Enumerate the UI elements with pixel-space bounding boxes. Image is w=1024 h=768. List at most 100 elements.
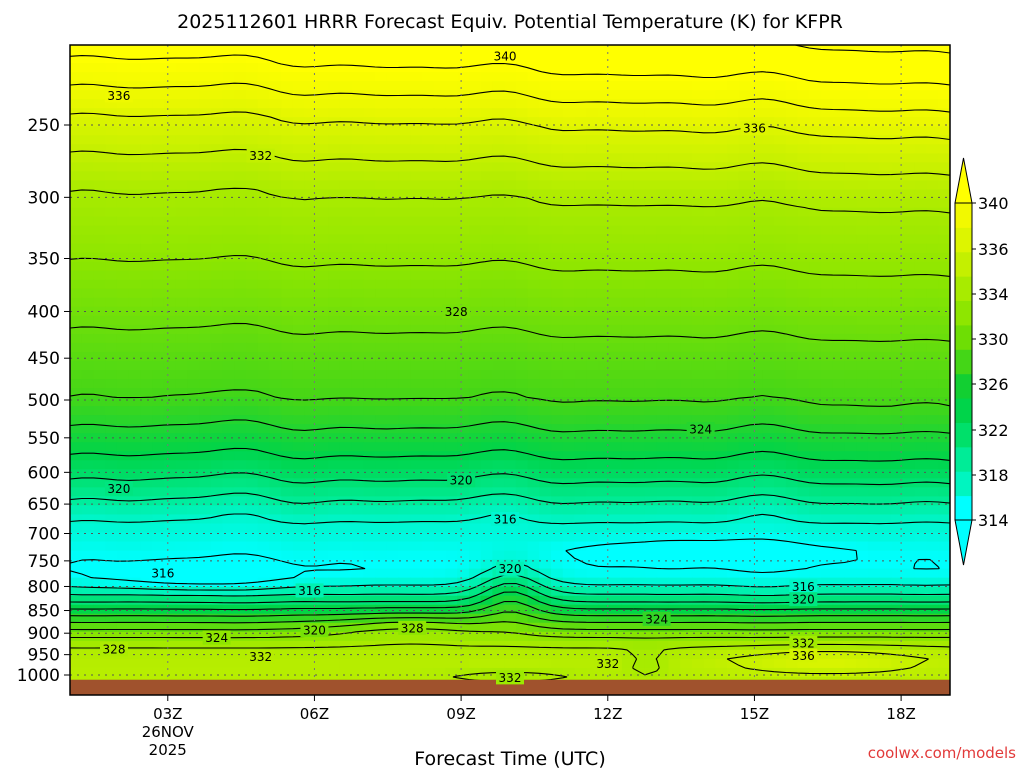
field-cell bbox=[691, 559, 705, 570]
field-cell bbox=[246, 640, 259, 651]
field-cell bbox=[879, 604, 892, 615]
field-cell bbox=[562, 487, 576, 497]
field-cell bbox=[938, 279, 950, 290]
field-cell bbox=[820, 81, 834, 91]
field-cell bbox=[844, 433, 857, 443]
field-cell bbox=[820, 604, 834, 615]
field-cell bbox=[926, 171, 939, 182]
field-cell bbox=[539, 288, 552, 299]
field-cell bbox=[152, 144, 165, 154]
field-cell bbox=[292, 496, 306, 507]
field-cell bbox=[515, 388, 529, 398]
field-cell bbox=[398, 631, 411, 642]
field-cell bbox=[820, 315, 834, 326]
field-cell bbox=[269, 559, 282, 570]
field-cell bbox=[891, 63, 904, 73]
field-cell bbox=[222, 613, 235, 624]
field-cell bbox=[152, 595, 165, 606]
field-cell bbox=[81, 234, 95, 245]
field-cell bbox=[292, 99, 306, 109]
field-cell bbox=[152, 189, 165, 200]
field-cell bbox=[691, 63, 705, 73]
field-cell bbox=[105, 568, 118, 579]
field-cell bbox=[820, 577, 834, 588]
field-cell bbox=[422, 622, 435, 633]
field-cell bbox=[891, 108, 904, 118]
field-cell bbox=[785, 189, 799, 200]
field-cell bbox=[515, 153, 529, 163]
field-cell bbox=[375, 189, 388, 200]
field-cell bbox=[738, 595, 752, 606]
field-cell bbox=[199, 360, 212, 371]
field-cell bbox=[422, 586, 435, 597]
field-cell bbox=[292, 541, 306, 552]
field-cell bbox=[703, 189, 716, 200]
field-cell bbox=[867, 81, 881, 91]
field-cell bbox=[598, 234, 611, 245]
field-cell bbox=[199, 315, 212, 326]
field-cell bbox=[234, 505, 247, 516]
field-cell bbox=[433, 568, 447, 579]
field-cell bbox=[351, 288, 364, 299]
field-cell bbox=[281, 180, 294, 191]
field-cell bbox=[70, 379, 83, 389]
field-cell bbox=[398, 306, 411, 317]
field-cell bbox=[328, 478, 341, 488]
field-cell bbox=[398, 523, 411, 534]
field-cell bbox=[938, 126, 950, 136]
field-cell bbox=[551, 550, 564, 561]
field-cell bbox=[199, 216, 212, 227]
field-cell bbox=[410, 315, 423, 326]
field-cell bbox=[703, 297, 716, 308]
field-cell bbox=[140, 90, 153, 100]
field-cell bbox=[70, 324, 83, 335]
field-cell bbox=[152, 135, 165, 145]
field-cell bbox=[879, 622, 892, 633]
field-cell bbox=[727, 99, 740, 109]
field-cell bbox=[386, 117, 400, 127]
field-cell bbox=[257, 90, 271, 100]
field-cell bbox=[750, 252, 763, 263]
field-cell bbox=[70, 216, 83, 227]
field-cell bbox=[304, 640, 317, 651]
field-cell bbox=[504, 225, 517, 236]
field-cell bbox=[70, 270, 83, 281]
field-cell bbox=[774, 433, 787, 443]
chart-title: 2025112601 HRRR Forecast Equiv. Potentia… bbox=[177, 11, 843, 33]
field-cell bbox=[738, 568, 752, 579]
field-cell bbox=[269, 135, 282, 145]
field-cell bbox=[128, 180, 141, 191]
field-cell bbox=[480, 442, 493, 452]
field-cell bbox=[668, 216, 681, 227]
field-cell bbox=[398, 388, 411, 398]
field-cell bbox=[304, 297, 317, 308]
field-cell bbox=[609, 451, 623, 461]
field-cell bbox=[703, 288, 716, 299]
field-cell bbox=[257, 81, 271, 91]
field-cell bbox=[398, 604, 411, 615]
field-cell bbox=[574, 81, 587, 91]
field-cell bbox=[574, 207, 587, 218]
field-cell bbox=[257, 415, 271, 425]
field-cell bbox=[504, 523, 517, 534]
field-cell bbox=[234, 54, 247, 64]
field-cell bbox=[492, 631, 505, 642]
field-cell bbox=[234, 243, 247, 254]
field-cell bbox=[457, 360, 470, 371]
field-cell bbox=[175, 351, 188, 362]
field-cell bbox=[128, 532, 141, 543]
field-cell bbox=[832, 379, 845, 389]
field-cell bbox=[609, 496, 623, 507]
field-cell bbox=[128, 63, 141, 73]
field-cell bbox=[703, 99, 716, 109]
field-cell bbox=[422, 234, 435, 245]
field-cell bbox=[422, 261, 435, 272]
field-cell bbox=[163, 333, 177, 344]
field-cell bbox=[93, 198, 106, 209]
field-cell bbox=[844, 126, 857, 136]
field-cell bbox=[398, 216, 411, 227]
field-cell bbox=[234, 342, 247, 353]
field-cell bbox=[410, 189, 423, 200]
field-cell bbox=[281, 604, 294, 615]
field-cell bbox=[422, 568, 435, 579]
